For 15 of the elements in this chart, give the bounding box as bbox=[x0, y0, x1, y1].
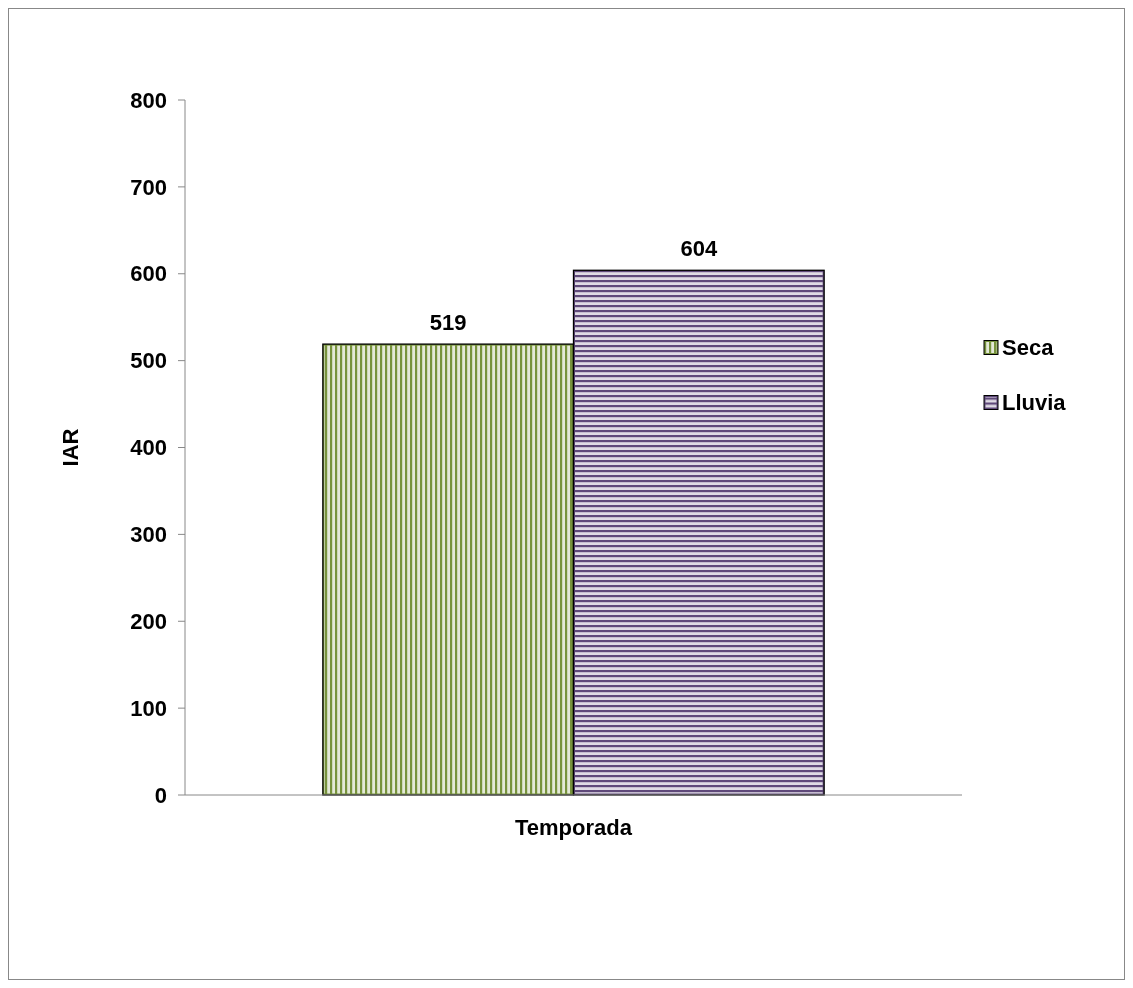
data-label: 604 bbox=[680, 236, 718, 262]
y-tick-label: 600 bbox=[130, 261, 167, 287]
x-tick-label: Temporada bbox=[515, 815, 633, 840]
legend-label: Seca bbox=[1002, 335, 1055, 361]
data-label: 519 bbox=[429, 310, 467, 336]
y-tick-label: 200 bbox=[130, 608, 167, 634]
y-tick-label: 0 bbox=[154, 782, 167, 808]
y-tick-label: 700 bbox=[130, 174, 167, 200]
y-tick-label: 400 bbox=[130, 435, 167, 461]
y-tick-label: 300 bbox=[130, 522, 167, 548]
y-tick-label: 500 bbox=[130, 348, 167, 374]
legend-label: Lluvia bbox=[1002, 390, 1067, 416]
y-tick-label: 100 bbox=[130, 695, 167, 721]
y-axis-title: IAR bbox=[57, 428, 83, 467]
y-tick-label: 800 bbox=[130, 87, 167, 113]
